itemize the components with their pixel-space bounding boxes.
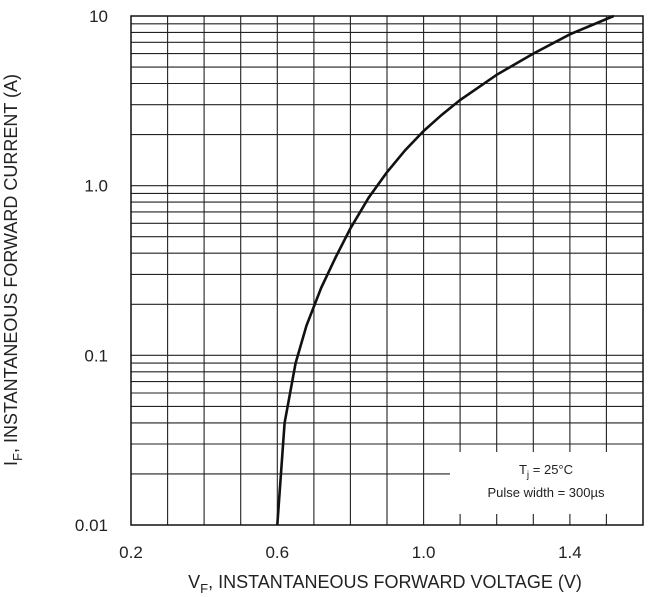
plot-frame: [130, 15, 644, 526]
x-tick-labels: 0.2 0.6 1.0 1.4: [119, 543, 582, 562]
y-tick-label: 10: [89, 7, 108, 26]
y-axis-title: IF, INSTANTANEOUS FORWARD CURRENT (A): [1, 74, 25, 466]
y-tick-label: 0.01: [75, 516, 108, 535]
x-tick-label: 1.4: [558, 543, 582, 562]
y-tick-labels: 0.01 0.1 1.0 10: [75, 7, 108, 535]
x-axis-title: VF, INSTANTANEOUS FORWARD VOLTAGE (V): [188, 572, 582, 596]
annotation-junction-temp: Tj = 25°C: [519, 462, 573, 481]
grid-lines: [131, 16, 643, 525]
annotation-pulse-width: Pulse width = 300µs: [488, 485, 605, 500]
x-tick-label: 1.0: [412, 543, 436, 562]
y-tick-label: 0.1: [84, 346, 108, 365]
annotation-box: Tj = 25°C Pulse width = 300µs: [450, 452, 643, 514]
forward-current-curve: [276, 14, 615, 526]
x-tick-label: 0.6: [265, 543, 289, 562]
y-tick-label: 1.0: [84, 177, 108, 196]
x-tick-label: 0.2: [119, 543, 143, 562]
